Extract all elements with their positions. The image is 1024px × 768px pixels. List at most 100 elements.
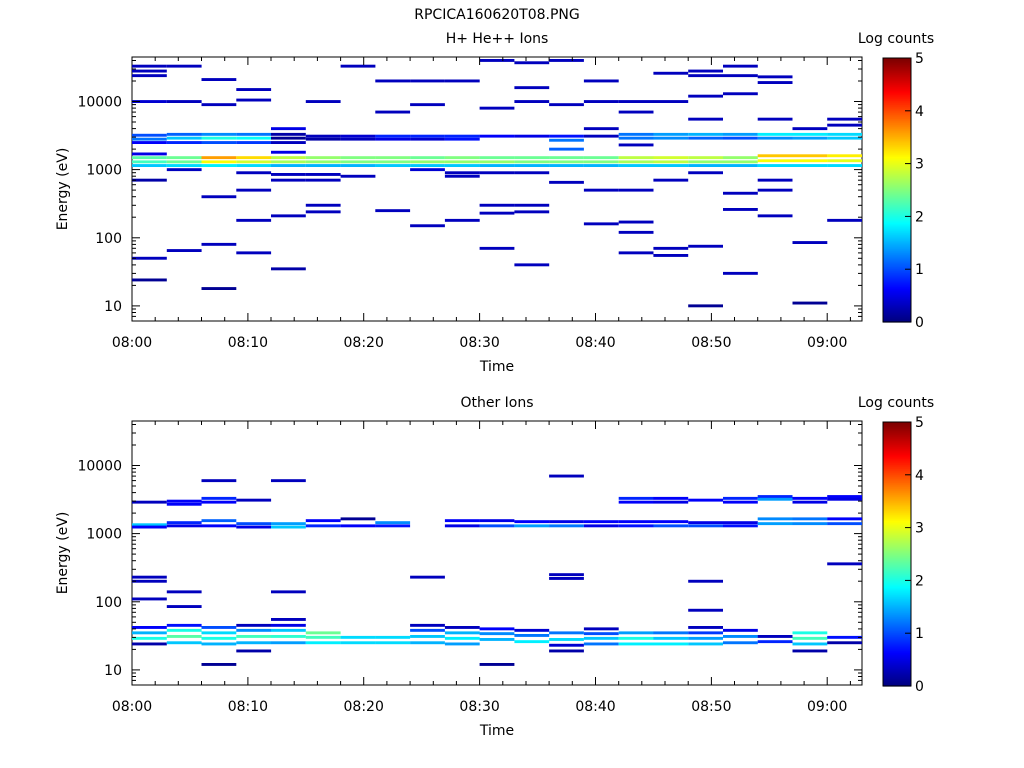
colorbar-swatch [883,652,911,655]
x-tick-label: 08:00 [112,335,152,351]
heatmap-cell [827,117,862,121]
heatmap-cell [514,520,550,524]
colorbar-swatch [883,248,911,251]
heatmap-cell [236,649,272,653]
heatmap-cell [132,141,167,144]
x-tick-label: 08:20 [344,699,384,715]
colorbar-swatch [883,246,911,249]
colorbar-swatch [883,610,911,613]
colorbar-swatch [883,144,911,147]
heatmap-cell [549,474,584,478]
colorbar-swatch [883,684,911,687]
colorbar-swatch [883,630,911,633]
heatmap-cell [132,178,167,182]
plot-frame [131,420,863,686]
heatmap-cell [132,74,167,78]
heatmap-cell [479,632,515,636]
colorbar-swatch [883,306,911,309]
colorbar-swatch [883,452,911,455]
colorbar-swatch [883,466,911,469]
heatmap-cell [653,642,689,646]
heatmap-cell [618,110,654,114]
heatmap-cell [688,74,723,78]
colorbar-swatch [883,598,911,601]
heatmap-cell [757,164,793,167]
colorbar-swatch [883,620,911,623]
heatmap-cell [723,74,758,78]
colorbar-swatch [883,260,911,263]
colorbar-swatch [883,176,911,179]
colorbar-swatch [883,648,911,651]
heatmap-cell [340,160,376,164]
heatmap-cell [827,164,862,167]
heatmap-cell [236,525,272,529]
colorbar-tick-label: 5 [915,415,924,431]
heatmap-cell [166,100,202,103]
heatmap-cell [549,524,584,528]
heatmap-cell [653,246,689,250]
heatmap-cell [166,168,202,172]
heatmap-cell [201,136,237,140]
heatmap-cell [688,521,723,525]
colorbar-swatch [883,174,911,177]
heatmap-cell [236,628,272,632]
colorbar-swatch [883,590,911,593]
colorbar-swatch [883,204,911,207]
colorbar-swatch [883,256,911,259]
heatmap-cell [444,171,480,175]
colorbar-swatch [883,180,911,183]
colorbar-swatch [883,120,911,123]
colorbar-swatch [883,264,911,267]
y-axis: 10 100 1000 10000 [77,60,862,322]
heatmap-cell [792,517,828,521]
colorbar-swatch [883,470,911,473]
heatmap-cell [618,230,654,234]
colorbar-swatch [883,220,911,223]
heatmap-cell [723,635,758,638]
heatmap-cell [236,171,272,175]
colorbar-swatch [883,154,911,157]
heatmap-cell [201,287,237,290]
colorbar-swatch [883,226,911,229]
colorbar-swatch [883,288,911,291]
colorbar-swatch [883,436,911,439]
heatmap-cell [549,573,584,577]
colorbar-label: Log counts [858,31,934,47]
colorbar-swatch [883,172,911,175]
heatmap-cell [723,164,758,167]
heatmap-cell [618,143,654,147]
heatmap-cell [236,98,272,102]
heatmap-cell [618,132,654,136]
heatmap-cell [444,134,480,138]
heatmap-cell [618,520,654,524]
heatmap-cell [618,100,654,103]
colorbar-swatch [883,104,911,107]
colorbar-tick-label: 1 [915,626,924,642]
colorbar-swatch [883,534,911,537]
colorbar-swatch [883,440,911,443]
heatmap-cell [410,635,445,638]
heatmap-cell [340,635,376,639]
heatmap-cell [827,562,862,566]
colorbar-swatch [883,210,911,213]
heatmap-cell [514,100,550,103]
colorbar-swatch [883,552,911,555]
heatmap-cell [723,64,758,68]
heatmap-cell [479,164,515,167]
colorbar-swatch [883,496,911,499]
heatmap-cell [236,141,272,144]
heatmap-cell [688,132,723,136]
colorbar-swatch [883,432,911,435]
heatmap-cell [653,156,689,160]
heatmap-cell [757,522,793,526]
colorbar-swatch [883,164,911,167]
colorbar-swatch [883,82,911,85]
colorbar-swatch [883,642,911,645]
heatmap-cell [410,164,445,167]
heatmap-cell [618,642,654,646]
figure-title: RPCICA160620T08.PNG [414,7,579,23]
heatmap-cell [653,178,689,182]
heatmap-cell [375,137,411,141]
heatmap-cell [444,160,480,164]
y-tick-label: 10 [104,663,122,679]
